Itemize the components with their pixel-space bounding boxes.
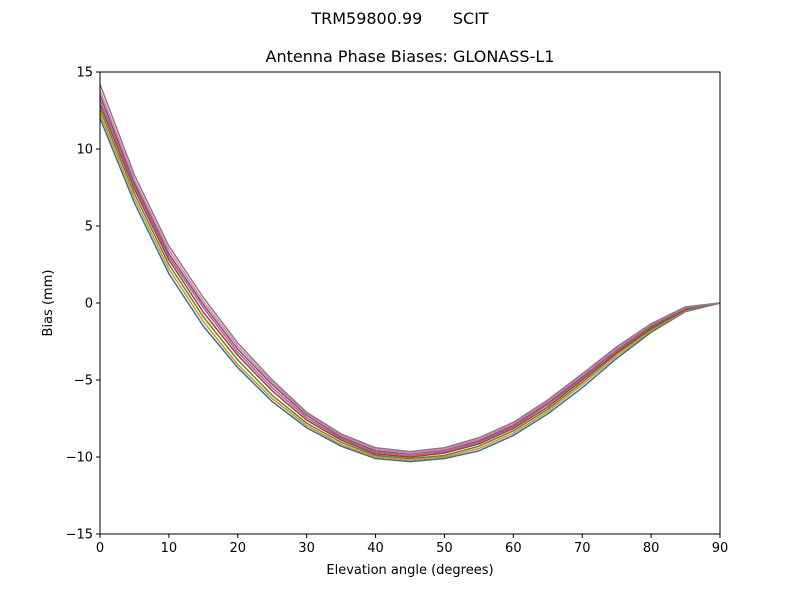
series-layer <box>99 84 721 463</box>
x-tick-label: 70 <box>574 541 591 556</box>
y-tick-label: 5 <box>85 220 93 235</box>
y-tick-label: −5 <box>74 374 93 389</box>
x-tick-label: 30 <box>298 541 315 556</box>
series-line-2 <box>99 113 721 461</box>
x-tick-label: 40 <box>367 541 384 556</box>
figure-suptitle: TRM59800.99 SCIT <box>311 9 489 28</box>
x-tick-label: 0 <box>96 541 104 556</box>
y-tick-label: −10 <box>66 451 93 466</box>
series-line-4 <box>99 104 721 458</box>
y-tick-label: −15 <box>66 528 93 543</box>
x-tick-label: 50 <box>436 541 453 556</box>
y-tick-label: 10 <box>76 143 93 158</box>
y-axis-label: Bias (mm) <box>41 270 56 337</box>
series-line-7 <box>99 90 721 454</box>
x-tick-label: 60 <box>505 541 522 556</box>
x-axis-label: Elevation angle (degrees) <box>326 563 493 578</box>
x-tick-label: 80 <box>643 541 660 556</box>
series-line-8 <box>99 84 721 453</box>
y-tick-label: 0 <box>85 297 93 312</box>
plot-frame <box>99 71 721 535</box>
series-line-1 <box>99 117 721 463</box>
x-tick-label: 20 <box>230 541 247 556</box>
plot-title: Antenna Phase Biases: GLONASS-L1 <box>265 47 555 66</box>
y-tick-label: 15 <box>76 66 93 81</box>
x-tick-label: 10 <box>161 541 178 556</box>
series-line-6 <box>99 94 721 455</box>
series-line-5 <box>99 99 721 457</box>
axes-layer: 0 10 20 30 40 50 60 70 80 90 −15 −10 −5 0 5 10 15 <box>66 66 729 557</box>
series-line-3 <box>99 108 721 460</box>
x-tick-label: 90 <box>712 541 729 556</box>
